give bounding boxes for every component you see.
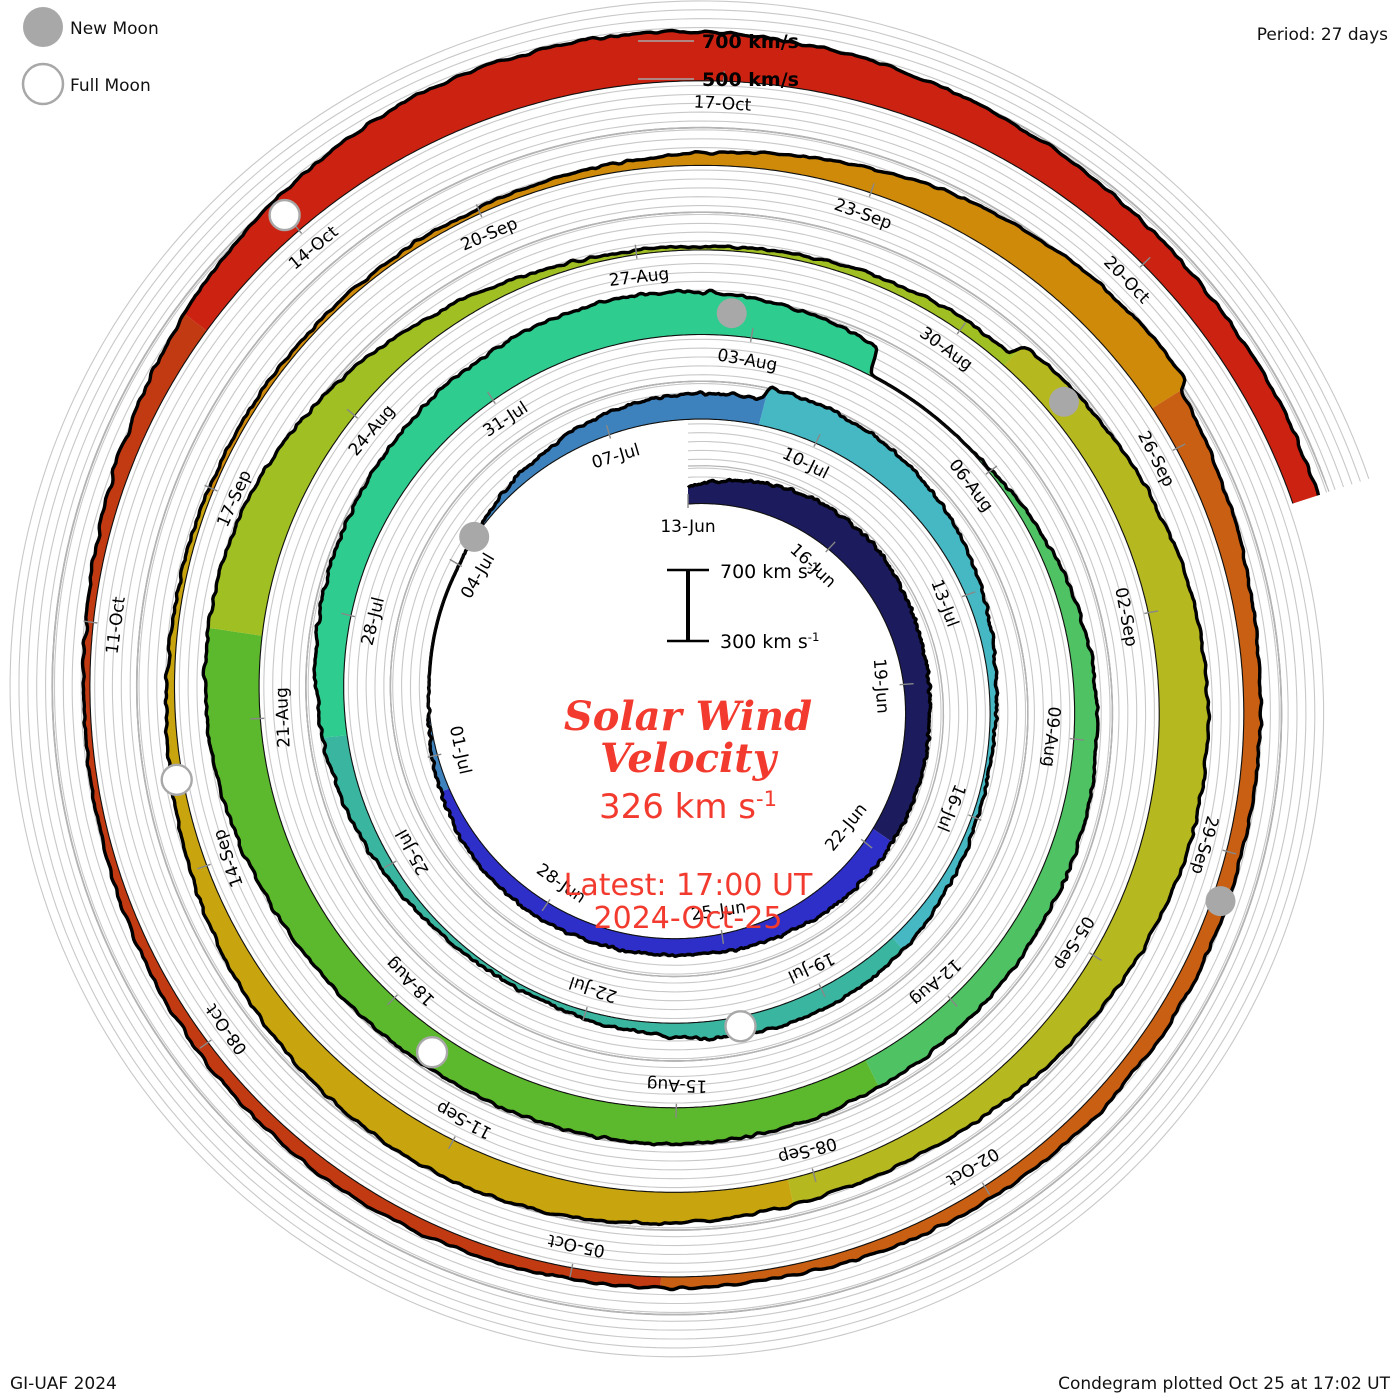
date-label: 03-Aug <box>716 346 779 376</box>
date-tick <box>475 204 483 218</box>
date-label: 05-Oct <box>546 1230 607 1261</box>
date-tick <box>427 753 442 758</box>
date-label: 16-Jul <box>932 781 969 834</box>
date-label: 10-Jul <box>779 444 832 484</box>
date-label: 19-Jul <box>785 948 838 987</box>
date-label: 21-Aug <box>272 687 295 748</box>
date-label: 15-Aug <box>646 1074 707 1096</box>
new-moon-marker <box>716 298 747 329</box>
band-segment <box>203 627 879 1145</box>
date-tick <box>825 541 836 553</box>
date-label: 19-Jun <box>869 658 893 715</box>
date-tick <box>818 984 826 998</box>
date-label: 07-Jul <box>589 440 642 473</box>
spiral-baseline <box>89 80 1294 1278</box>
velocity-gridline-650 <box>27 18 1353 1340</box>
date-label: 22-Jul <box>567 972 620 1006</box>
date-tick <box>868 183 875 197</box>
full-moon-marker <box>160 763 193 796</box>
full-moon-marker <box>268 198 301 232</box>
date-tick <box>83 620 98 624</box>
date-tick <box>447 1136 456 1150</box>
date-tick <box>346 408 359 419</box>
date-tick <box>813 433 821 448</box>
date-label: 01-Jul <box>445 724 475 776</box>
date-label: 11-Oct <box>103 595 130 655</box>
band-segment <box>788 347 1210 1205</box>
band-segment <box>758 387 998 950</box>
date-tick <box>197 863 211 870</box>
date-tick <box>487 391 496 404</box>
date-label: 13-Jun <box>660 517 715 537</box>
date-tick <box>341 612 356 618</box>
date-label: 25-Jul <box>392 826 433 879</box>
date-tick <box>541 899 551 912</box>
date-tick <box>749 327 754 343</box>
new-moon-marker <box>1049 386 1079 417</box>
date-tick <box>1144 610 1159 615</box>
date-tick <box>1139 256 1151 268</box>
date-tick <box>449 558 463 568</box>
date-tick <box>1222 849 1237 855</box>
band-segment <box>208 246 1021 636</box>
date-label: 02-Sep <box>1110 586 1141 648</box>
date-tick <box>811 1168 817 1183</box>
velocity-gridline-750 <box>9 0 1370 1358</box>
date-tick <box>634 244 638 259</box>
date-tick <box>956 322 967 335</box>
date-tick <box>387 994 398 1006</box>
band-segment <box>427 390 768 792</box>
date-tick <box>569 1263 574 1278</box>
date-label: 23-Sep <box>831 195 894 234</box>
date-tick <box>947 995 958 1007</box>
date-tick <box>605 424 612 439</box>
band-segment <box>865 367 1099 1087</box>
band-segment <box>660 389 1262 1290</box>
angular-gridline <box>51 42 1318 1316</box>
velocity-gridline-600 <box>36 27 1345 1331</box>
velocity-band <box>82 30 1319 1290</box>
band-segment <box>184 30 1319 504</box>
full-moon-marker <box>724 1010 757 1043</box>
date-label: 06-Aug <box>944 456 997 516</box>
date-tick <box>968 814 982 821</box>
date-tick <box>204 484 218 492</box>
date-tick <box>1089 952 1102 961</box>
date-tick <box>899 683 914 686</box>
band-segment <box>82 313 662 1288</box>
date-tick <box>582 1006 588 1021</box>
date-label: 09-Aug <box>1038 706 1064 768</box>
moon-markers <box>160 198 1236 1069</box>
date-tick <box>250 717 265 720</box>
velocity-gridline-700 <box>18 9 1361 1349</box>
velocity-gridline-550 <box>45 35 1336 1322</box>
date-label: 25-Jun <box>690 897 748 925</box>
date-tick <box>981 1182 991 1196</box>
band-segment <box>314 290 877 738</box>
date-tick <box>199 1039 212 1049</box>
band-segment <box>688 479 931 843</box>
date-tick <box>961 591 976 598</box>
full-moon-marker <box>415 1035 449 1069</box>
date-tick <box>1069 737 1084 741</box>
new-moon-marker <box>1205 886 1236 917</box>
date-tick <box>1172 443 1186 452</box>
new-moon-marker <box>459 521 490 552</box>
date-tick <box>985 465 998 475</box>
date-label: 13-Jul <box>926 577 962 630</box>
date-tick <box>383 860 397 869</box>
date-tick <box>720 929 725 944</box>
date-label: 27-Aug <box>608 264 670 291</box>
date-tick <box>722 71 725 86</box>
date-label: 28-Jul <box>358 595 389 648</box>
date-label: 17-Oct <box>693 92 752 115</box>
date-tick <box>860 838 873 849</box>
